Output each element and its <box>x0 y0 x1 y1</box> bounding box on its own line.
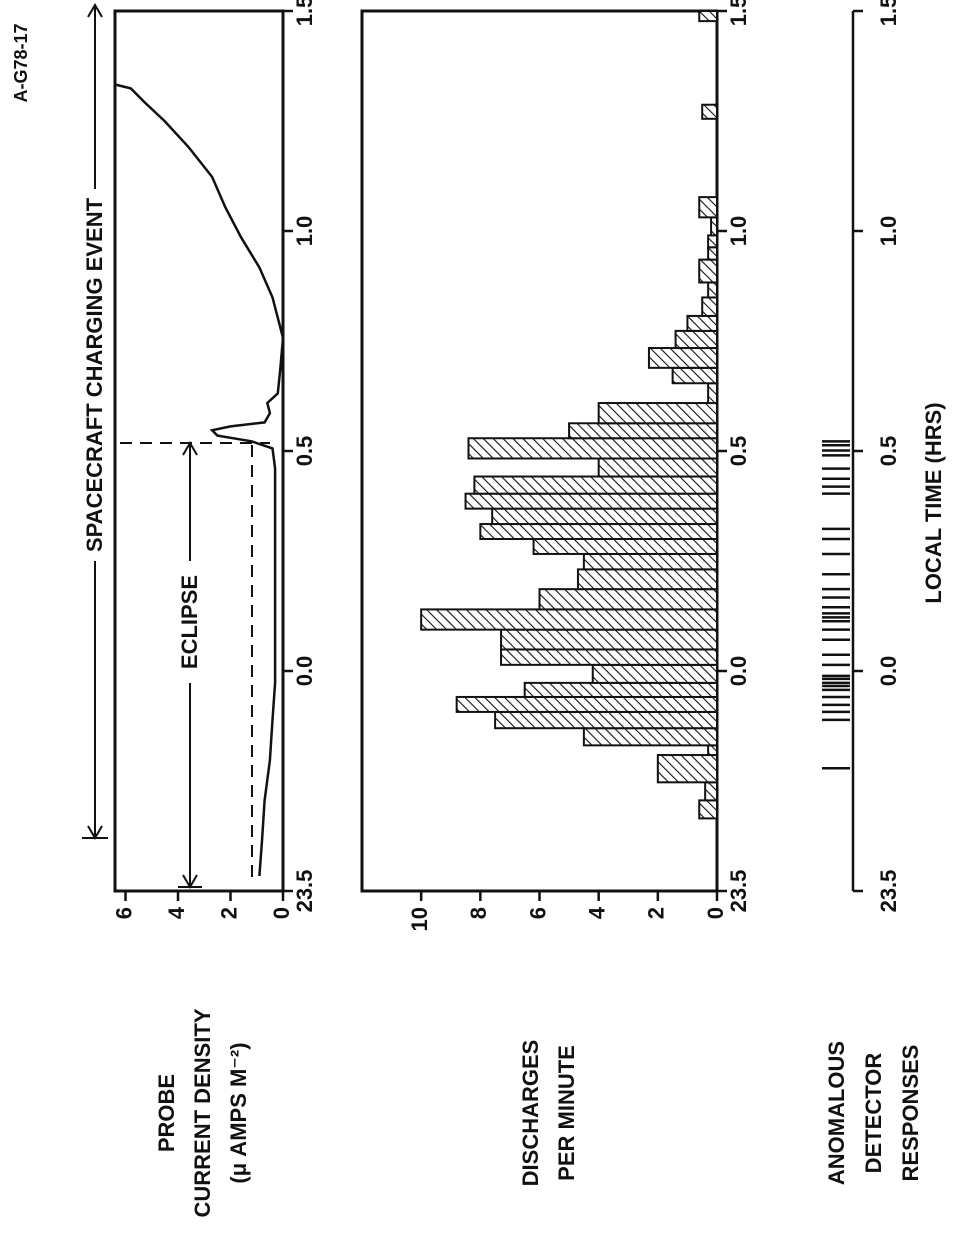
bar <box>464 492 718 510</box>
bar <box>500 648 718 666</box>
charging-arrow-heads <box>82 3 108 840</box>
bar <box>656 754 718 784</box>
bar <box>523 681 718 698</box>
bar <box>710 216 718 237</box>
bar <box>707 246 718 261</box>
plot-frame <box>113 9 285 893</box>
bar <box>597 402 719 425</box>
y-axis-label: (μ AMPS M⁻²) <box>226 1042 251 1183</box>
bar <box>698 196 718 219</box>
bar <box>597 457 719 478</box>
bar <box>479 523 719 540</box>
bar <box>473 475 718 495</box>
rotated-figure: A-G78-17 ECLIPSE SPACECRAFT CHARGING EVE… <box>11 0 946 1218</box>
x-tick-label: 0.0 <box>876 656 901 687</box>
bar <box>698 799 718 820</box>
x-tick-label: 23.5 <box>726 870 751 913</box>
bar <box>704 781 719 802</box>
x-tick-label: 1.5 <box>726 0 751 26</box>
label-bg <box>77 189 113 561</box>
x-tick-label: 23.5 <box>292 870 317 913</box>
x-tick-label: 0.5 <box>876 436 901 467</box>
bar <box>568 422 718 440</box>
y-tick-label: 4 <box>164 906 189 919</box>
y-tick-label: 10 <box>407 907 432 931</box>
x-tick-label: 1.5 <box>292 0 317 26</box>
y-axis-label: DETECTOR <box>861 1053 886 1174</box>
x-tick-label: 1.0 <box>292 216 317 247</box>
bar <box>701 296 718 317</box>
y-tick-label: 4 <box>584 906 609 919</box>
bar <box>674 329 718 350</box>
x-tick-label: 23.5 <box>876 870 901 913</box>
y-tick-label: 2 <box>216 907 241 919</box>
y-axis-label: PROBE <box>154 1074 179 1152</box>
bar <box>647 347 718 369</box>
y-tick-label: 0 <box>269 907 294 919</box>
annotation: SPACECRAFT CHARGING EVENT <box>82 197 107 552</box>
y-tick-label: 6 <box>525 907 550 919</box>
y-axis-label: PER MINUTE <box>554 1045 579 1181</box>
bar <box>671 366 718 385</box>
y-axis-label: DISCHARGES <box>518 1040 543 1187</box>
bar <box>455 695 718 713</box>
bar <box>420 608 718 631</box>
bar <box>686 314 719 332</box>
y-axis-label: CURRENT DENSITY <box>190 1008 215 1217</box>
x-tick-label: 1.0 <box>726 216 751 247</box>
bar <box>591 663 718 684</box>
y-tick-label: 0 <box>703 907 728 919</box>
bar <box>701 103 718 120</box>
figure-label: A-G78-17 <box>11 23 31 102</box>
label-bg <box>172 561 208 683</box>
bar <box>707 234 718 249</box>
bar <box>707 281 718 299</box>
data-line <box>114 83 285 877</box>
annotation: ECLIPSE <box>177 575 202 669</box>
bar <box>698 9 718 23</box>
bar <box>582 727 718 747</box>
y-axis-label: ANOMALOUS <box>824 1041 849 1185</box>
x-tick-label: 0.5 <box>726 436 751 467</box>
bar <box>491 507 718 526</box>
bar <box>707 382 718 405</box>
eclipse-dashed <box>120 442 270 877</box>
bar <box>582 552 718 571</box>
x-tick-label: 1.5 <box>876 0 901 26</box>
bar <box>698 258 718 284</box>
y-tick-label: 2 <box>644 907 669 919</box>
bar <box>576 568 718 591</box>
x-tick-label: 0.0 <box>292 656 317 687</box>
x-axis-label: LOCAL TIME (HRS) <box>921 402 946 603</box>
y-tick-label: 8 <box>466 907 491 919</box>
bar <box>707 744 718 757</box>
bar <box>532 538 718 555</box>
x-tick-label: 0.5 <box>292 436 317 467</box>
y-axis-label: RESPONSES <box>898 1045 923 1182</box>
x-tick-label: 0.0 <box>726 656 751 687</box>
bar <box>467 437 718 460</box>
bar <box>500 628 718 651</box>
bar <box>538 588 718 611</box>
bar <box>494 710 718 730</box>
y-tick-label: 6 <box>111 907 136 919</box>
x-tick-label: 1.0 <box>876 216 901 247</box>
